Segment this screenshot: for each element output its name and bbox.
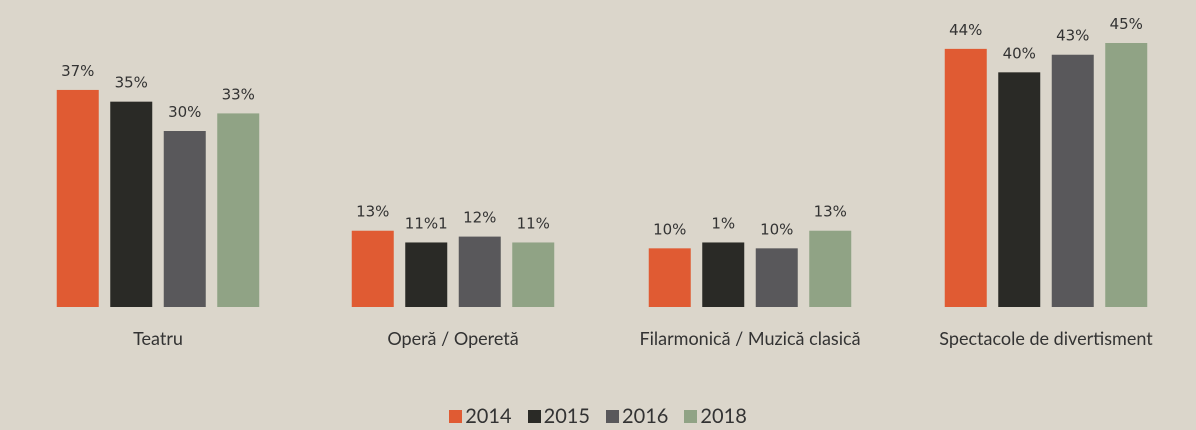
x-tick-label: Spectacole de divertisment bbox=[939, 327, 1153, 349]
value-label: 10% bbox=[653, 220, 686, 238]
value-label: 1% bbox=[711, 214, 735, 232]
legend-item: 2018 bbox=[684, 404, 747, 428]
chart: 37% 35% 30% 33% 13% 11%1 12% 11% 10% 1% 10% 13% 44% 4… bbox=[56, 15, 1148, 308]
legend-swatch bbox=[527, 409, 541, 423]
bar bbox=[998, 72, 1041, 307]
legend-swatch bbox=[684, 409, 698, 423]
value-label: 11%1 bbox=[405, 214, 448, 232]
legend-label: 2014 bbox=[465, 404, 512, 428]
legend-label: 2015 bbox=[543, 404, 590, 428]
legend-swatch bbox=[606, 409, 619, 423]
value-label: 11% bbox=[517, 214, 550, 232]
legend-swatch bbox=[449, 409, 463, 423]
value-label: 30% bbox=[168, 103, 201, 121]
bar bbox=[1105, 43, 1148, 307]
bar bbox=[351, 230, 394, 307]
x-tick-label: Filarmonică / Muzică clasică bbox=[639, 327, 861, 349]
bar bbox=[944, 48, 987, 307]
bar bbox=[405, 242, 448, 307]
legend-label: 2018 bbox=[700, 404, 747, 428]
bar bbox=[702, 242, 745, 307]
bar bbox=[755, 248, 798, 307]
value-label: 13% bbox=[814, 203, 847, 221]
legend: 2014 2015 2016 2018 bbox=[0, 404, 1196, 428]
legend-item: 2014 bbox=[449, 404, 512, 428]
value-label: 45% bbox=[1110, 15, 1143, 33]
bar bbox=[512, 242, 555, 307]
legend-item: 2016 bbox=[606, 404, 668, 428]
value-label: 10% bbox=[760, 220, 793, 238]
value-label: 33% bbox=[222, 85, 255, 103]
value-label: 44% bbox=[949, 21, 982, 39]
x-tick-label: Operă / Operetă bbox=[387, 327, 519, 349]
legend-item: 2015 bbox=[527, 404, 590, 428]
bar bbox=[458, 236, 501, 307]
value-label: 12% bbox=[463, 209, 496, 227]
bar bbox=[56, 89, 99, 307]
bar bbox=[217, 113, 260, 308]
bar bbox=[1051, 54, 1094, 307]
value-label: 35% bbox=[115, 74, 148, 92]
bar bbox=[110, 101, 153, 308]
bar bbox=[809, 230, 852, 307]
value-label: 37% bbox=[61, 62, 94, 80]
bar bbox=[648, 248, 691, 307]
value-label: 13% bbox=[356, 203, 389, 221]
bar bbox=[163, 131, 206, 307]
value-label: 40% bbox=[1003, 44, 1036, 62]
legend-label: 2016 bbox=[622, 404, 669, 428]
value-label: 43% bbox=[1056, 27, 1089, 45]
x-tick-label: Teatru bbox=[133, 327, 183, 349]
